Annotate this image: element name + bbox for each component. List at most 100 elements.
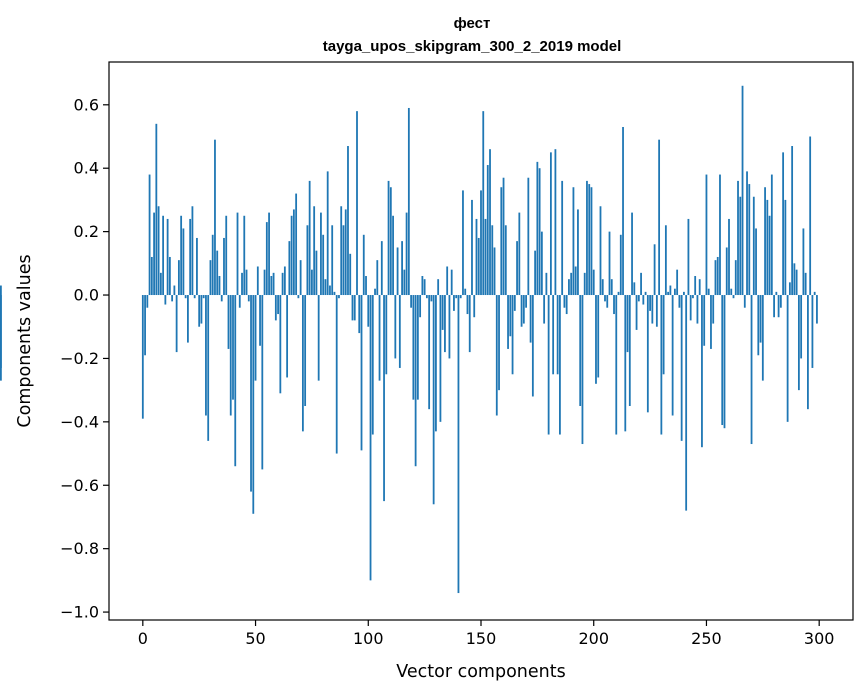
- bar-294: [804, 272, 807, 296]
- bar-228: [655, 295, 658, 327]
- bar-134: [444, 295, 446, 353]
- y-tick-label: 0.0: [74, 286, 99, 305]
- bar-169: [522, 295, 525, 324]
- bars-layer: [0, 85, 818, 594]
- bar-30: [209, 260, 212, 296]
- y-axis-ticks: −1.0 −0.8 −0.6 −0.4 −0.2 0.0 0.2 0.4 0.6: [60, 95, 109, 622]
- chart-subtitle: tayga_upos_skipgram_300_2_2019 model: [323, 38, 622, 55]
- bar-186: [561, 180, 564, 296]
- bar-241: [685, 295, 688, 511]
- bar-180: [547, 295, 550, 435]
- bar-214: [624, 295, 627, 432]
- bar-272: [755, 228, 757, 296]
- bar-36: [223, 237, 225, 296]
- bar-70: [299, 260, 302, 296]
- bar-109: [387, 180, 390, 296]
- bar-161: [504, 225, 507, 296]
- bar-51: [256, 266, 259, 296]
- bar-5: [153, 212, 155, 296]
- bar-264: [737, 180, 739, 296]
- bar-268: [746, 171, 748, 296]
- bar-9: [162, 215, 165, 296]
- bar-234: [669, 285, 672, 296]
- bar-181: [549, 152, 552, 296]
- bar-122: [416, 295, 419, 400]
- bar-207: [608, 231, 611, 296]
- bar-159: [500, 187, 503, 296]
- bar-299: [816, 295, 818, 324]
- x-tick-label: 200: [578, 629, 609, 648]
- chart-title-group: фест tayga_upos_skipgram_300_2_2019 mode…: [323, 15, 622, 55]
- plot-frame: [108, 61, 854, 621]
- bar-56: [268, 212, 270, 296]
- bar-147: [473, 295, 476, 318]
- bar-276: [764, 187, 766, 296]
- bar-184: [556, 295, 559, 375]
- bar-202: [597, 295, 600, 378]
- bar-77: [315, 250, 318, 296]
- bar-97: [360, 295, 363, 451]
- bar-191: [572, 187, 575, 296]
- y-tick-label: 0.2: [74, 222, 99, 241]
- bar-53: [261, 295, 264, 470]
- bar-154: [489, 149, 491, 296]
- bar-258: [723, 295, 726, 429]
- bar-259: [725, 247, 728, 296]
- bar-281: [775, 291, 778, 296]
- bar-175: [536, 161, 539, 296]
- bar-34: [218, 276, 221, 296]
- chart-title: фест: [454, 15, 491, 32]
- bar-298: [813, 291, 816, 296]
- bar-243: [689, 295, 692, 321]
- bar-176: [538, 168, 541, 296]
- bar-42: [236, 212, 239, 296]
- bar-174: [534, 250, 537, 296]
- bar-undefined: [0, 295, 2, 381]
- bar-3: [148, 174, 151, 296]
- bar-248: [701, 295, 703, 448]
- bar-218: [633, 282, 636, 296]
- y-tick-label: 0.4: [74, 159, 99, 178]
- bar-2: [146, 295, 149, 308]
- bar-136: [448, 295, 451, 359]
- bar-101: [369, 295, 372, 581]
- bar-249: [703, 295, 706, 346]
- x-tick-label: 50: [245, 629, 265, 648]
- bar-38: [227, 295, 230, 349]
- bar-260: [728, 218, 730, 296]
- bar-18: [182, 228, 185, 296]
- bar-19: [184, 295, 187, 299]
- bar-233: [667, 291, 670, 296]
- bar-54: [263, 269, 266, 296]
- bar-235: [671, 295, 674, 416]
- bar-177: [540, 231, 543, 296]
- bar-47: [247, 295, 250, 302]
- bar-240: [683, 291, 685, 296]
- bar-27: [202, 295, 205, 299]
- bar-205: [604, 295, 606, 302]
- bar-190: [570, 272, 573, 296]
- bar-76: [313, 206, 316, 296]
- bar-167: [518, 212, 521, 296]
- bar-130: [435, 295, 437, 432]
- bar-7: [157, 206, 160, 296]
- bar-231: [662, 295, 665, 375]
- bar-10: [164, 295, 167, 305]
- bar-92: [349, 253, 352, 296]
- bar-203: [599, 206, 602, 296]
- bar-230: [660, 295, 663, 435]
- bar-153: [486, 165, 489, 296]
- bar-115: [401, 241, 403, 296]
- bar-238: [678, 295, 681, 308]
- bar-282: [777, 295, 780, 318]
- x-tick-label: 300: [804, 629, 835, 648]
- bar-252: [710, 295, 712, 349]
- bar-58: [272, 272, 275, 296]
- bar-196: [583, 272, 586, 296]
- bar-277: [766, 199, 769, 296]
- bar-95: [356, 111, 358, 296]
- bar-84: [331, 225, 334, 296]
- bar-237: [676, 269, 679, 296]
- bar-87: [338, 295, 340, 299]
- x-axis-label: Vector components: [396, 662, 565, 682]
